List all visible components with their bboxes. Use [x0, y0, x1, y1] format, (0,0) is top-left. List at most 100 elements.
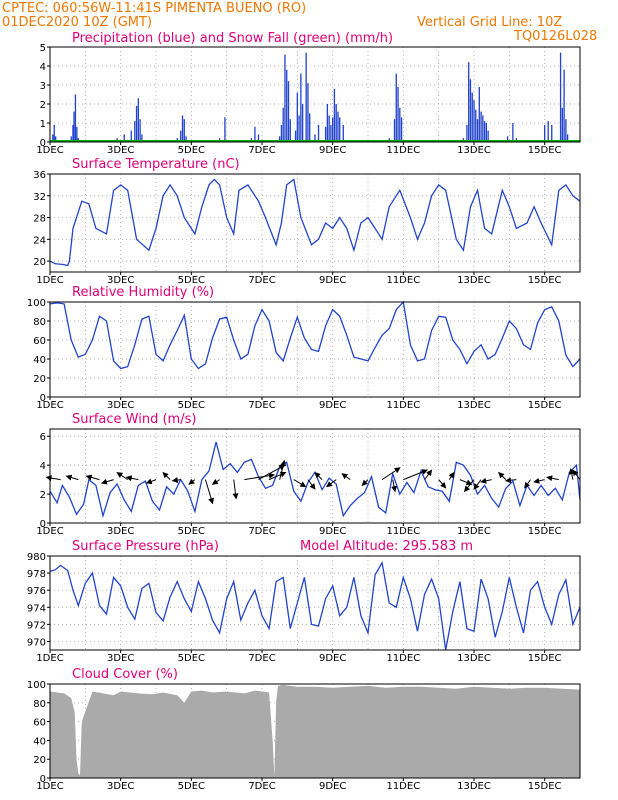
wind-arrow: [533, 477, 545, 484]
y-tick-label: 100: [27, 680, 46, 691]
y-tick-label: 2: [40, 490, 46, 501]
x-tick-label: 13DEC: [457, 275, 491, 286]
y-tick-label: 970: [27, 637, 46, 648]
x-tick-label: 7DEC: [248, 781, 275, 792]
x-tick-label: 11DEC: [386, 400, 420, 411]
wind-arrow: [464, 479, 475, 493]
precip-bar: [506, 136, 509, 142]
x-tick-label: 3DEC: [107, 275, 134, 286]
x-tick-label: 11DEC: [386, 526, 420, 537]
wind-arrow: [293, 479, 307, 488]
wind-arrow: [498, 471, 507, 480]
y-tick-label: 978: [27, 569, 46, 580]
precip-bar: [123, 134, 125, 142]
wind-arrow: [381, 467, 401, 481]
precip-bar: [342, 124, 344, 142]
precip-bar: [74, 94, 77, 142]
panel-subtitle: Model Altitude: 295.583 m: [300, 539, 473, 554]
wind-arrow: [101, 478, 114, 485]
wind-arrow: [244, 472, 275, 481]
precip-bar: [309, 113, 311, 142]
panel-frame: [49, 683, 581, 779]
y-tick-label: 36: [33, 170, 46, 181]
wind-arrow: [145, 478, 157, 485]
x-tick-label: 5DEC: [178, 653, 205, 664]
series-line: [49, 560, 581, 651]
wind-arrow: [171, 477, 181, 484]
x-tick-label: 1DEC: [36, 781, 63, 792]
precip-bar: [300, 73, 302, 142]
precip-bar: [332, 117, 334, 142]
precip-bar: [130, 130, 132, 142]
panel-0: Precipitation (blue) and Snow Fall (gree…: [36, 31, 581, 156]
precip-bar: [471, 92, 473, 142]
x-tick-label: 15DEC: [528, 400, 562, 411]
precip-bar: [333, 88, 336, 142]
precip-bar: [476, 119, 479, 142]
precip-bar: [134, 121, 136, 142]
precip-bar: [559, 52, 562, 143]
x-tick-label: 9DEC: [319, 400, 346, 411]
wind-arrow: [524, 479, 531, 489]
precip-bar: [139, 119, 141, 142]
x-tick-label: 11DEC: [386, 781, 420, 792]
wind-arrow: [448, 471, 455, 480]
y-tick-label: 974: [27, 603, 46, 614]
panel-2: Relative Humidity (%) 0 20 40 60 80 100 1DEC 3DE…: [27, 285, 581, 411]
panel-frame: [49, 428, 581, 524]
panel-3: Surface Wind (m/s) 0 2 4 6 1DEC 3DEC 5DEC 7DEC 9D…: [36, 412, 581, 537]
precip-bar: [393, 119, 396, 142]
x-tick-label: 13DEC: [457, 526, 491, 537]
wind-arrow: [258, 464, 286, 481]
x-tick-label: 5DEC: [178, 400, 205, 411]
x-tick-label: 5DEC: [178, 275, 205, 286]
wind-arrow: [204, 479, 214, 505]
wind-arrow: [279, 459, 287, 480]
precip-bar: [339, 117, 341, 142]
precip-bar: [483, 121, 486, 142]
panel-title: Relative Humidity (%): [72, 285, 214, 300]
y-tick-label: 2: [40, 100, 46, 111]
wind-arrow: [188, 478, 196, 485]
wind-arrow: [403, 469, 428, 481]
precip-bar: [478, 86, 480, 142]
x-tick-label: 7DEC: [248, 145, 275, 156]
x-tick-label: 11DEC: [386, 653, 420, 664]
y-tick-label: 24: [33, 235, 46, 246]
x-tick-label: 5DEC: [178, 526, 205, 537]
precip-bar: [54, 136, 57, 142]
precip-bar: [53, 124, 55, 142]
wind-arrow: [572, 469, 581, 480]
precip-bar: [254, 126, 256, 142]
y-tick-label: 4: [40, 461, 46, 472]
cloud-area: [50, 684, 580, 778]
series-line: [49, 300, 581, 370]
y-tick-label: 100: [27, 298, 46, 309]
y-tick-label: 80: [33, 317, 46, 328]
precip-bar: [324, 126, 327, 142]
y-tick-label: 6: [40, 432, 46, 443]
wind-arrow: [391, 479, 398, 493]
precip-bar: [307, 83, 309, 142]
precip-bar: [473, 100, 475, 142]
precip-bar: [181, 115, 184, 142]
y-tick-label: 1: [40, 119, 46, 130]
x-tick-label: 15DEC: [528, 781, 562, 792]
y-tick-label: 972: [27, 620, 46, 631]
precip-bar: [185, 136, 187, 142]
wind-arrow: [314, 471, 323, 480]
precip-bar: [544, 124, 546, 142]
x-tick-label: 13DEC: [457, 400, 491, 411]
x-tick-label: 9DEC: [319, 275, 346, 286]
precip-bar: [76, 126, 78, 142]
precip-bar: [335, 104, 337, 142]
x-tick-label: 1DEC: [36, 400, 63, 411]
wind-arrow: [125, 475, 139, 482]
wind-arrow: [568, 468, 575, 480]
precip-bar: [287, 81, 290, 142]
y-tick-label: 0: [40, 519, 46, 530]
panel-frame: [49, 555, 581, 651]
y-tick-label: 28: [33, 214, 46, 225]
precip-bar: [296, 92, 298, 142]
precip-bar: [547, 121, 549, 142]
